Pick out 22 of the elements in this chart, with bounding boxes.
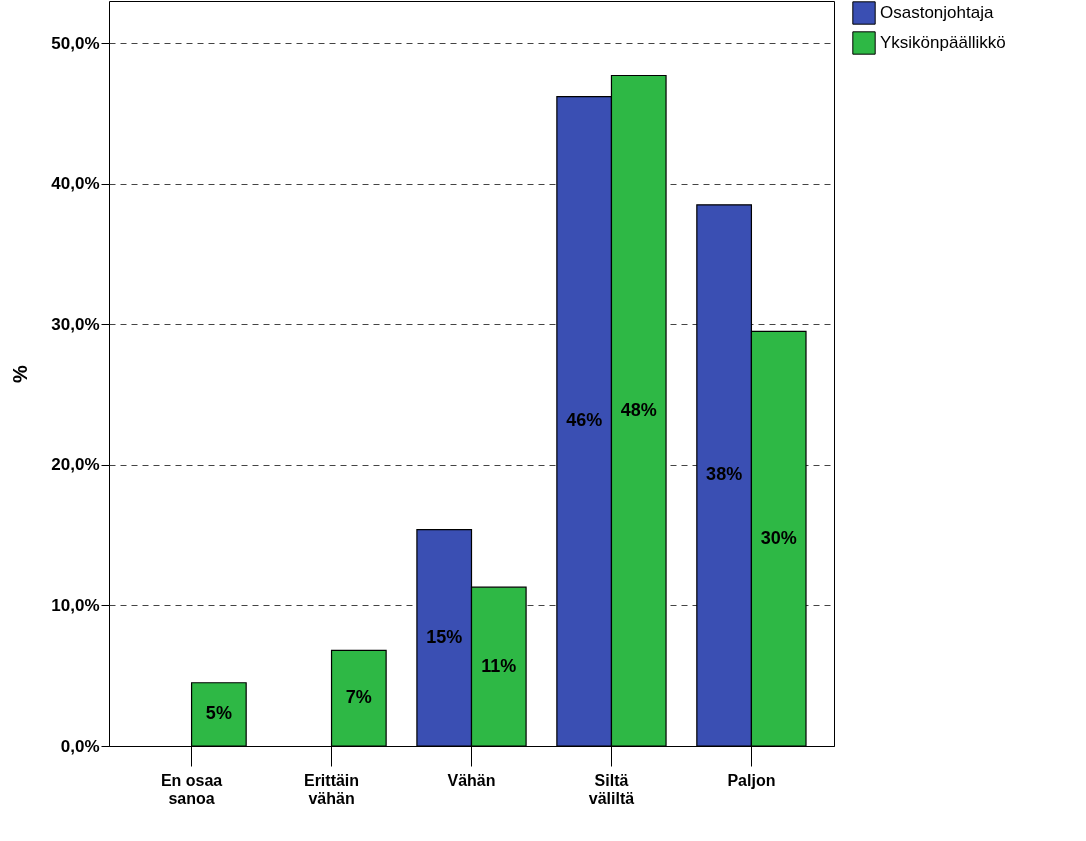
y-tick-label: 40,0% [51, 174, 100, 194]
legend-label: Osastonjohtaja [880, 3, 994, 22]
legend-label: Yksikönpäällikkö [880, 33, 1006, 52]
data-label: 48% [620, 399, 657, 420]
data-label: 7% [345, 687, 372, 708]
data-label: 46% [566, 410, 603, 431]
x-tick-label: Paljon [727, 771, 776, 789]
y-axis-title: % [9, 364, 32, 383]
y-tick-label: 0,0% [60, 736, 100, 756]
y-tick-label: 20,0% [51, 455, 100, 475]
data-label: 30% [760, 527, 797, 548]
x-tick-label: Vähän [447, 771, 496, 789]
data-label: 38% [706, 464, 743, 485]
y-tick-label: 50,0% [51, 33, 100, 53]
data-label: 5% [205, 703, 232, 724]
x-tick-label: Erittäin vähän [303, 771, 360, 807]
x-tick-label: En osaa sanoa [160, 771, 223, 807]
x-tick-label: Siltä väliltä [588, 771, 635, 807]
data-label: 15% [426, 626, 463, 647]
y-tick-label: 30,0% [51, 314, 100, 334]
y-tick-label: 10,0% [51, 595, 100, 615]
data-label: 11% [481, 655, 517, 676]
